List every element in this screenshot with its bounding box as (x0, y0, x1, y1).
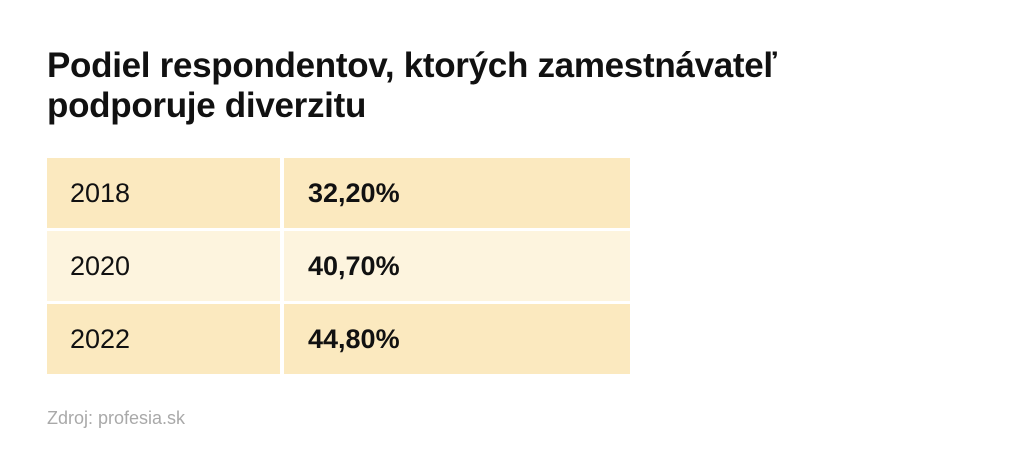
year-cell: 2020 (47, 228, 280, 301)
year-cell: 2022 (47, 301, 280, 374)
table-row: 2018 32,20% (47, 158, 630, 228)
data-table: 2018 32,20% 2020 40,70% 2022 44,80% (47, 158, 630, 374)
table-row: 2020 40,70% (47, 228, 630, 301)
value-cell: 32,20% (280, 158, 630, 228)
year-cell: 2018 (47, 158, 280, 228)
table-row: 2022 44,80% (47, 301, 630, 374)
value-cell: 40,70% (280, 228, 630, 301)
source: Zdroj: profesia.sk (47, 408, 186, 428)
title: Podiel respondentov, ktorých zamestnávat… (47, 46, 777, 125)
value-cell: 44,80% (280, 301, 630, 374)
